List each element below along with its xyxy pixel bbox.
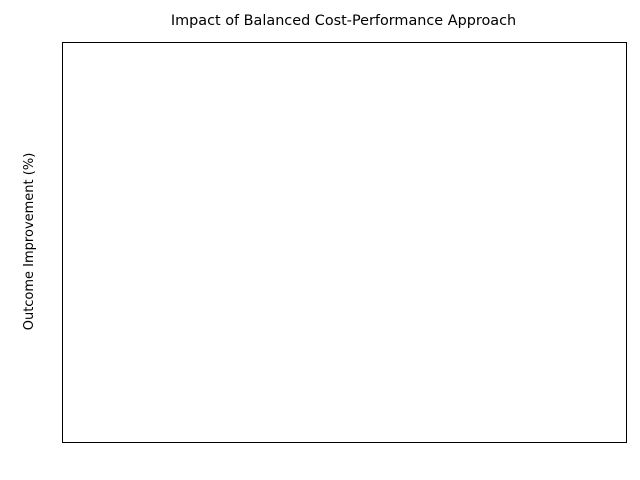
plot-area (62, 42, 627, 443)
chart-title: Impact of Balanced Cost-Performance Appr… (170, 13, 517, 29)
y-axis-label: Outcome Improvement (%) (22, 152, 37, 331)
bars-container (63, 43, 626, 442)
